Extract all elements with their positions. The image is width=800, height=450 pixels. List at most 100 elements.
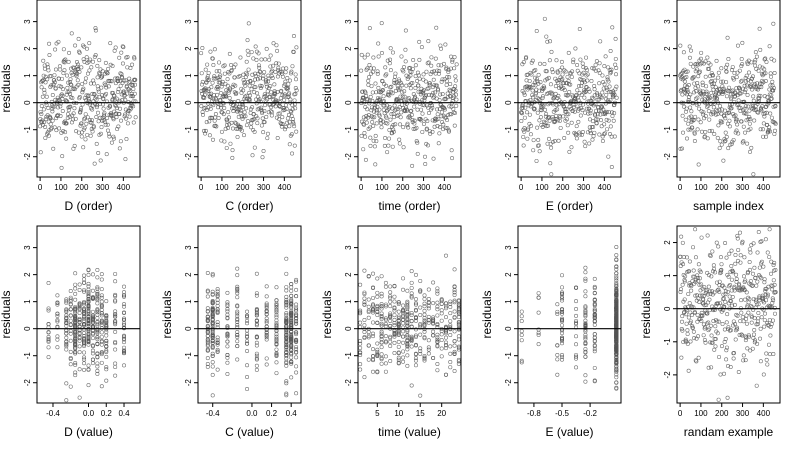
data-point bbox=[80, 81, 85, 86]
data-point bbox=[419, 45, 424, 50]
data-point bbox=[392, 313, 397, 318]
data-point bbox=[717, 354, 722, 359]
x-tick-label: 300 bbox=[417, 183, 431, 192]
data-point bbox=[390, 144, 395, 149]
data-point bbox=[728, 365, 733, 370]
data-point bbox=[231, 109, 236, 114]
data-point bbox=[715, 319, 720, 324]
data-point bbox=[225, 290, 230, 295]
data-point bbox=[536, 137, 541, 142]
data-point bbox=[401, 334, 406, 339]
data-point bbox=[439, 114, 444, 119]
data-point bbox=[696, 74, 701, 79]
data-point bbox=[232, 100, 237, 105]
data-point bbox=[735, 70, 740, 75]
data-point bbox=[600, 73, 605, 78]
data-point bbox=[379, 329, 384, 334]
data-point bbox=[530, 58, 535, 63]
data-point bbox=[246, 80, 251, 85]
data-point bbox=[284, 299, 289, 304]
data-point bbox=[398, 86, 403, 91]
data-point bbox=[278, 96, 283, 101]
x-tick-label: -0.2 bbox=[583, 409, 597, 418]
y-tick-label: 2 bbox=[344, 46, 353, 51]
data-point bbox=[768, 129, 773, 134]
data-point bbox=[608, 124, 613, 129]
data-point bbox=[367, 75, 372, 80]
data-point bbox=[614, 361, 619, 366]
data-point bbox=[205, 364, 210, 369]
data-point bbox=[90, 348, 95, 353]
data-point bbox=[444, 65, 449, 70]
data-point bbox=[717, 87, 722, 92]
data-point bbox=[604, 117, 609, 122]
data-point bbox=[529, 72, 534, 77]
data-point bbox=[447, 93, 452, 98]
data-point bbox=[758, 127, 763, 132]
data-point bbox=[565, 123, 570, 128]
data-point bbox=[614, 347, 619, 352]
data-point bbox=[99, 313, 104, 318]
data-point bbox=[39, 85, 44, 90]
data-point bbox=[418, 305, 423, 310]
data-point bbox=[266, 79, 271, 84]
data-point bbox=[727, 110, 732, 115]
data-point bbox=[86, 267, 91, 272]
y-tick-label: -1 bbox=[23, 352, 32, 360]
data-point bbox=[755, 341, 760, 346]
data-point bbox=[764, 298, 769, 303]
data-point bbox=[691, 245, 696, 250]
data-point bbox=[681, 299, 686, 304]
data-point bbox=[364, 93, 369, 98]
data-point bbox=[259, 105, 264, 110]
data-point bbox=[294, 312, 299, 317]
data-point bbox=[702, 116, 707, 121]
data-point bbox=[82, 355, 87, 360]
data-point bbox=[566, 130, 571, 135]
data-point bbox=[396, 322, 401, 327]
data-point bbox=[85, 132, 90, 137]
data-point bbox=[43, 117, 48, 122]
data-point bbox=[64, 341, 69, 346]
data-point bbox=[99, 339, 104, 344]
data-point bbox=[56, 112, 61, 117]
data-point bbox=[215, 309, 220, 314]
data-point bbox=[217, 69, 222, 74]
data-point bbox=[734, 75, 739, 80]
data-point bbox=[379, 306, 384, 311]
data-point bbox=[289, 132, 294, 137]
data-point bbox=[724, 357, 729, 362]
data-point bbox=[294, 364, 299, 369]
data-point bbox=[411, 92, 416, 97]
data-point bbox=[450, 59, 455, 64]
data-point bbox=[756, 93, 761, 98]
data-point bbox=[73, 271, 78, 276]
data-point bbox=[284, 337, 289, 342]
data-point bbox=[254, 114, 259, 119]
data-point bbox=[133, 82, 138, 87]
data-point bbox=[754, 54, 759, 59]
data-point bbox=[268, 84, 273, 89]
data-point bbox=[605, 87, 610, 92]
data-point bbox=[435, 307, 440, 312]
data-point bbox=[594, 108, 599, 113]
data-point bbox=[223, 93, 228, 98]
data-point bbox=[268, 53, 273, 58]
data-point bbox=[254, 353, 259, 358]
data-point bbox=[130, 93, 135, 98]
data-point bbox=[444, 67, 449, 72]
data-point bbox=[100, 74, 105, 79]
data-point bbox=[716, 287, 721, 292]
data-point bbox=[249, 125, 254, 130]
data-point bbox=[115, 76, 120, 81]
data-point bbox=[436, 141, 441, 146]
data-point bbox=[686, 368, 691, 373]
data-point bbox=[712, 347, 717, 352]
data-point bbox=[210, 351, 215, 356]
data-point bbox=[362, 131, 367, 136]
data-point bbox=[413, 301, 418, 306]
data-point bbox=[57, 126, 62, 131]
data-point bbox=[531, 148, 536, 153]
data-point bbox=[126, 87, 131, 92]
data-point bbox=[229, 68, 234, 73]
